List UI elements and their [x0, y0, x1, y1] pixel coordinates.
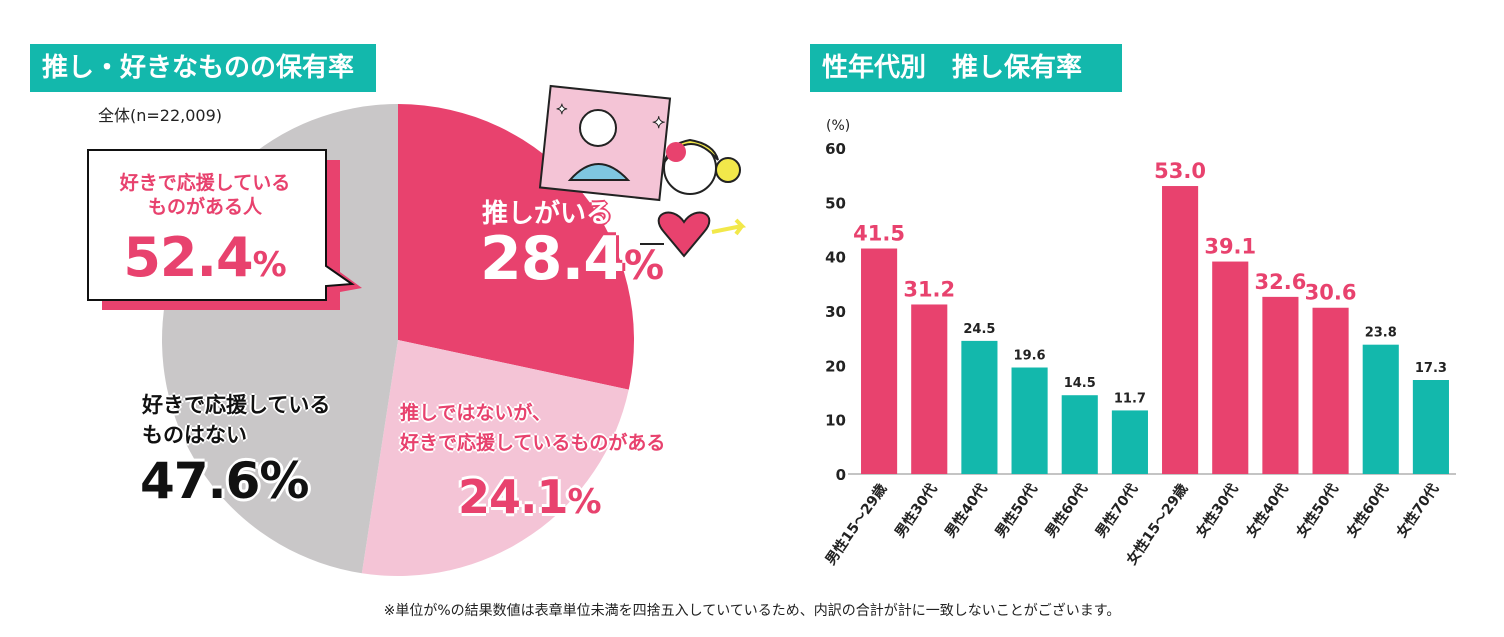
bar	[1362, 344, 1399, 474]
y-tick-label: 0	[836, 466, 846, 484]
slice-oshi-value: 28.4%	[480, 224, 665, 294]
x-tick-label: 女性50代	[1293, 481, 1342, 541]
bar-value-label: 53.0	[1154, 159, 1206, 183]
bar	[911, 304, 948, 474]
fan-illustration-icon: ✦ ✦	[538, 84, 747, 258]
slice-none-label: 好きで応援している ものはない	[142, 393, 331, 447]
bar	[1312, 307, 1349, 474]
pie-slice-like	[361, 340, 629, 576]
callout-box	[87, 149, 362, 310]
x-tick-label: 男性50代	[992, 481, 1041, 541]
x-tick-label: 男性40代	[942, 481, 991, 541]
x-tick-label: 女性70代	[1393, 481, 1442, 541]
y-tick-label: 10	[825, 412, 846, 430]
bar-value-label: 32.6	[1255, 270, 1307, 294]
sample-size-label: 全体(n=22,009)	[98, 106, 223, 125]
bar-value-label: 14.5	[1064, 376, 1096, 391]
x-tick-label: 女性30代	[1192, 481, 1241, 541]
bar	[1212, 261, 1249, 474]
y-tick-label: 20	[825, 357, 846, 375]
x-tick-label: 女性40代	[1243, 481, 1292, 541]
y-tick-label: 40	[825, 249, 846, 267]
bar	[1412, 380, 1449, 474]
x-tick-label: 男性60代	[1042, 481, 1091, 541]
slice-like-label: 推しではないが、 好きで応援しているものがある	[400, 402, 666, 454]
y-axis-unit: (%)	[826, 118, 850, 134]
bar	[861, 248, 898, 474]
bar-value-label: 23.8	[1365, 326, 1397, 341]
footnote: ※単位が%の結果数値は表章単位未満を四捨五入していているため、内訳の合計が計に一…	[383, 603, 1121, 619]
bar-value-label: 17.3	[1415, 361, 1447, 376]
y-tick-label: 30	[825, 303, 846, 321]
bar-value-label: 41.5	[853, 222, 905, 246]
bar-value-label: 24.5	[963, 322, 995, 337]
bar	[1262, 296, 1299, 474]
pie-slice-oshi	[398, 104, 634, 390]
slice-none-value: 47.6%	[140, 452, 310, 510]
bar-value-label: 30.6	[1305, 281, 1357, 305]
svg-text:✦: ✦	[652, 113, 665, 132]
y-tick-label: 50	[825, 194, 846, 212]
x-tick-label: 男性70代	[1092, 481, 1141, 541]
callout-label: 好きで応援している ものがある人	[119, 172, 291, 218]
svg-text:✦: ✦	[556, 102, 568, 118]
bar	[961, 340, 998, 474]
slice-like-value: 24.1%	[458, 470, 602, 524]
x-tick-label: 男性30代	[891, 481, 940, 541]
slice-oshi-label: 推しがいる	[482, 199, 613, 229]
bar-value-label: 39.1	[1204, 235, 1256, 259]
x-tick-label: 女性60代	[1343, 481, 1392, 541]
bar	[1111, 410, 1148, 474]
bar-section-title: 性年代別 推し保有率	[810, 44, 1122, 92]
bar-value-label: 31.2	[903, 277, 955, 301]
callout-value: 52.4%	[123, 226, 287, 289]
pie-section-title: 推し・好きなものの保有率	[30, 44, 376, 92]
y-tick-label: 60	[825, 140, 846, 158]
bar	[1011, 367, 1048, 474]
bar-value-label: 11.7	[1114, 391, 1146, 406]
bar	[1162, 186, 1199, 475]
bar	[1061, 395, 1098, 474]
x-tick-label: 男性15～29歳	[822, 481, 890, 569]
bar-value-label: 19.6	[1014, 349, 1046, 364]
